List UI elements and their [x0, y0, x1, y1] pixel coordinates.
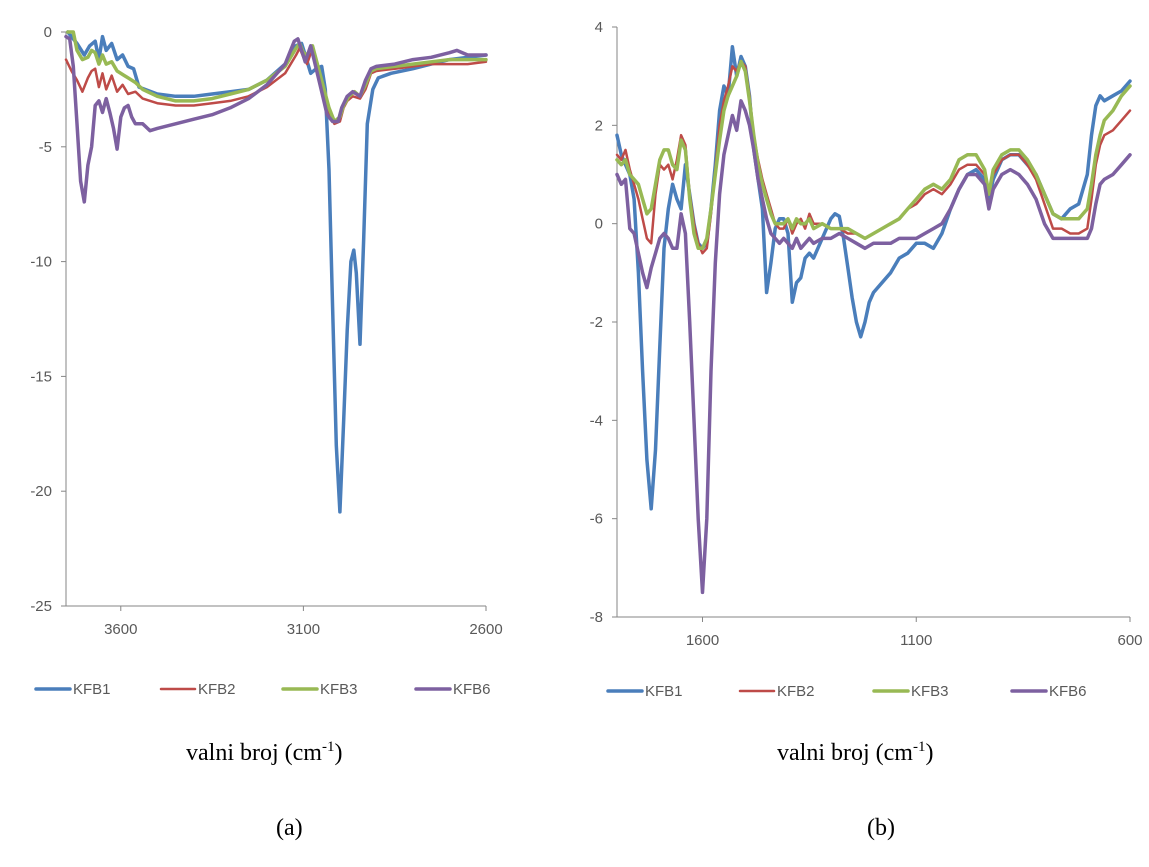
x-tick-label: 1100: [900, 632, 932, 649]
y-tick-label: -20: [30, 483, 52, 500]
legend-label-kfb6: KFB6: [453, 681, 491, 698]
y-tick-label: -10: [30, 254, 52, 271]
x-axis-caption-b-close: ): [925, 740, 934, 766]
x-axis-caption-b: valni broj (cm-1): [777, 739, 933, 767]
legend-label-kfb2: KFB2: [777, 683, 815, 700]
panel-label-b: (b): [867, 815, 895, 842]
x-axis-caption-b-exponent: -1: [912, 739, 926, 755]
series-line-kfb6: [64, 34, 488, 204]
y-tick-label: -5: [39, 139, 52, 156]
x-tick-label: 600: [1117, 632, 1142, 649]
y-tick-label: -15: [30, 368, 52, 385]
x-tick-label: 3600: [104, 621, 137, 638]
legend-label-kfb6: KFB6: [1049, 683, 1087, 700]
y-tick-label: -25: [30, 598, 52, 615]
x-axis-caption-a-close: ): [334, 740, 343, 766]
legend-label-kfb1: KFB1: [73, 681, 111, 698]
y-tick-label: 4: [595, 19, 603, 36]
x-tick-label: 2600: [469, 621, 502, 638]
x-axis-caption-a: valni broj (cm-1): [186, 739, 342, 767]
legend-label-kfb3: KFB3: [320, 681, 358, 698]
x-tick-label: 1600: [686, 632, 719, 649]
panel-label-a: (a): [276, 815, 303, 842]
y-tick-label: 2: [595, 117, 603, 134]
y-tick-label: 0: [44, 24, 52, 41]
legend-label-kfb3: KFB3: [911, 683, 949, 700]
panel-label-b-text: (b): [867, 815, 895, 841]
x-axis-caption-a-exponent: -1: [321, 739, 335, 755]
y-tick-label: -4: [590, 412, 603, 429]
y-tick-label: -6: [590, 511, 603, 528]
legend-label-kfb1: KFB1: [645, 683, 683, 700]
legend-label-kfb2: KFB2: [198, 681, 236, 698]
x-tick-label: 3100: [287, 621, 320, 638]
series-line-kfb1: [66, 30, 488, 514]
y-tick-label: -8: [590, 609, 603, 626]
y-tick-label: -2: [590, 314, 603, 331]
series-line-kfb3: [615, 59, 1132, 251]
x-axis-caption-a-main: valni broj (cm: [186, 740, 322, 766]
x-axis-caption-b-main: valni broj (cm: [777, 740, 913, 766]
panel-label-a-text: (a): [276, 815, 303, 841]
y-tick-label: 0: [595, 216, 603, 233]
chart-panel-a: 0 -5 -10 -15 -20 -25 3600 3100 2600 KFB1 KFB2 KFB3 K…: [30, 24, 502, 698]
series-line-kfb6: [615, 99, 1132, 595]
chart-panel-b: 4 2 0 -2 -4 -6 -8 1600 1100 600 KFB1 KFB2 KFB3 KFB6: [590, 19, 1143, 700]
